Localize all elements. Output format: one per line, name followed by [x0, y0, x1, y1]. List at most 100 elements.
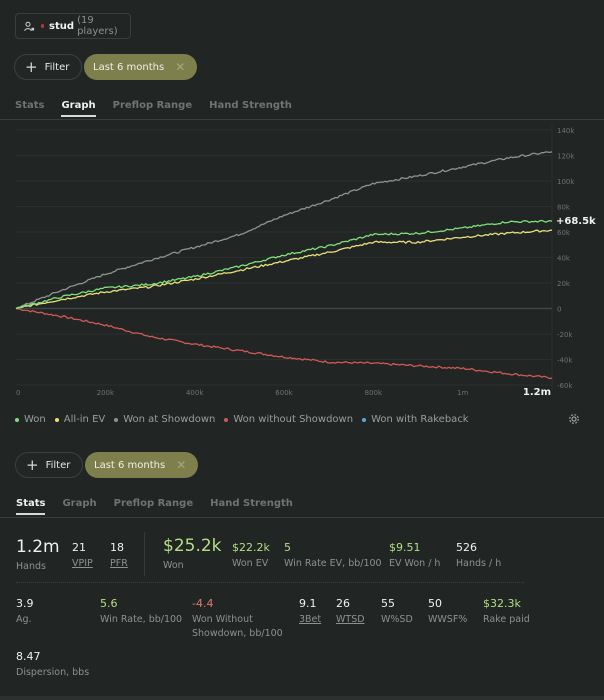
stat-3bet: 9.1 3Bet: [299, 597, 321, 627]
stat-label-link[interactable]: VPIP: [72, 558, 93, 569]
legend-won-with-rakeback[interactable]: Won with Rakeback: [362, 414, 469, 425]
results-graph[interactable]: 140k 120k 100k 80k 60k 40k 20k 0 -20k -40k -60k 0 2…: [0, 120, 604, 400]
chip-label: Last 6 months: [94, 459, 166, 471]
stat-label: Won Without Showdown, bb/100: [192, 614, 283, 639]
filter-button-stats[interactable]: + Filter: [15, 452, 84, 478]
stat-value: 55: [381, 597, 395, 610]
stat-hands: 1.2m Hands: [16, 537, 60, 574]
chart-grid: [16, 125, 553, 390]
player-selector[interactable]: stud (19 players): [15, 13, 131, 39]
stat-label-link[interactable]: 3Bet: [299, 614, 322, 625]
stat-value: $25.2k: [163, 536, 222, 556]
stat-label: Hands: [16, 561, 46, 572]
stat-label: W%SD: [381, 614, 413, 625]
y-tick-label: 140k: [557, 127, 575, 135]
legend-won-without-showdown[interactable]: Won without Showdown: [224, 414, 353, 425]
legend-all-in-ev[interactable]: All-in EV: [54, 414, 106, 425]
stat-value: 5.6: [100, 597, 118, 610]
stat-wsd: 55 W%SD: [381, 597, 413, 627]
tab-hand-strength[interactable]: Hand Strength: [210, 498, 293, 509]
stat-vpip: 21 VPIP: [72, 541, 93, 571]
tab-graph[interactable]: Graph: [61, 100, 96, 117]
legend-won-at-showdown[interactable]: Won at Showdown: [114, 414, 215, 425]
stat-label: WWSF%: [428, 614, 468, 625]
stat-value: 526: [456, 541, 477, 554]
stat-won-without-showdown: -4.4 Won Without Showdown, bb/100: [192, 597, 287, 641]
stat-rake-paid: $32.3k Rake paid: [483, 597, 530, 627]
series-line-won-at-showdown: [15, 151, 553, 310]
stat-label: Dispersion, bbs: [16, 667, 90, 678]
stat-value: -4.4: [192, 597, 214, 610]
stat-value: 5: [284, 541, 291, 554]
legend-label: Won: [24, 414, 46, 425]
filter-label: Filter: [45, 459, 71, 471]
legend-won[interactable]: Won: [15, 414, 46, 425]
stat-value: $22.2k: [232, 541, 270, 554]
legend-label: All-in EV: [63, 414, 106, 425]
stat-win-rate-ev: 5 Win Rate EV, bb/100: [284, 541, 382, 571]
date-filter-chip-stats[interactable]: Last 6 months ✕: [85, 452, 199, 478]
stat-label: Won EV: [232, 558, 269, 569]
close-icon[interactable]: ✕: [176, 458, 187, 472]
x-tick-label: 800k: [365, 389, 383, 397]
close-icon[interactable]: ✕: [175, 60, 186, 74]
y-tick-label: 80k: [557, 204, 571, 212]
stat-value: 9.1: [299, 597, 317, 610]
bottom-edge: [0, 696, 604, 700]
user-group-icon: [24, 21, 35, 31]
stat-win-rate: 5.6 Win Rate, bb/100: [100, 597, 182, 627]
tab-divider: [0, 517, 604, 518]
player-count: (19 players): [77, 15, 118, 37]
stat-wwsf: 50 WWSF%: [428, 597, 467, 627]
tabs-bottom: Stats Graph Preflop Range Hand Strength: [16, 498, 310, 515]
plus-icon: +: [25, 57, 38, 76]
y-tick-label: 20k: [557, 280, 571, 288]
stat-value: $32.3k: [483, 597, 521, 610]
stat-value: $9.51: [389, 541, 421, 554]
stat-value: 21: [72, 541, 86, 554]
stat-label: Hands / h: [456, 558, 502, 569]
stat-value: 50: [428, 597, 442, 610]
stat-aggression: 3.9 Ag.: [16, 597, 34, 627]
plus-icon: +: [26, 455, 39, 474]
stat-label: EV Won / h: [389, 558, 441, 569]
legend-dot: [224, 417, 229, 422]
tab-preflop-range[interactable]: Preflop Range: [113, 498, 194, 509]
legend-label: Won with Rakeback: [371, 414, 469, 425]
stat-pfr: 18 PFR: [110, 541, 128, 571]
legend-dot: [114, 417, 119, 422]
tab-graph[interactable]: Graph: [62, 498, 97, 509]
stat-value: 1.2m: [16, 537, 60, 557]
y-tick-label: 100k: [557, 178, 575, 186]
stats-separator: [16, 582, 524, 583]
gear-icon[interactable]: [568, 413, 580, 425]
player-name: stud: [49, 20, 75, 32]
stat-dispersion: 8.47 Dispersion, bbs: [16, 650, 89, 680]
stat-label-link[interactable]: WTSD: [336, 614, 365, 625]
stat-label: Win Rate EV, bb/100: [284, 558, 382, 569]
y-tick-label: -40k: [557, 357, 573, 365]
legend-dot: [54, 417, 59, 422]
filter-button[interactable]: + Filter: [14, 54, 83, 80]
tab-stats[interactable]: Stats: [16, 498, 46, 515]
y-tick-label: 40k: [557, 255, 571, 263]
date-filter-chip[interactable]: Last 6 months ✕: [84, 54, 198, 80]
chip-label: Last 6 months: [93, 61, 165, 73]
stat-label-link[interactable]: PFR: [110, 558, 128, 569]
legend-dot: [15, 417, 19, 422]
stat-won-ev: $22.2k Won EV: [232, 541, 270, 571]
filter-label: Filter: [44, 61, 70, 73]
y-tick-label: -60k: [557, 382, 573, 390]
x-tick-label: 600k: [275, 389, 293, 397]
stat-won: $25.2k Won: [163, 536, 222, 573]
tab-preflop-range[interactable]: Preflop Range: [112, 100, 193, 111]
stat-value: 26: [336, 597, 350, 610]
tab-stats[interactable]: Stats: [15, 100, 45, 111]
tab-hand-strength[interactable]: Hand Strength: [209, 100, 292, 111]
x-tick-label: 1m: [457, 389, 468, 397]
y-tick-label: 0: [557, 306, 561, 314]
series-line-won-without-showdown: [15, 307, 553, 380]
stats-divider: [144, 532, 145, 576]
y-tick-label: 120k: [557, 153, 575, 161]
x-tick-label: 200k: [97, 389, 115, 397]
